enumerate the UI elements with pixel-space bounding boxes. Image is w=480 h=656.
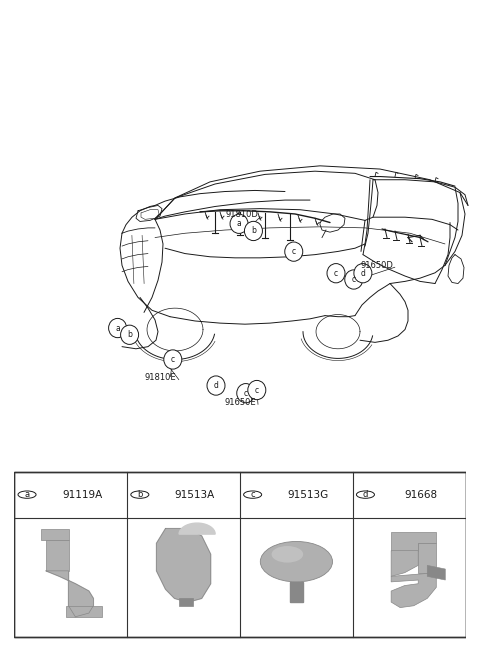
Text: d: d bbox=[363, 490, 368, 499]
Text: b: b bbox=[137, 490, 143, 499]
Text: 91810D: 91810D bbox=[226, 211, 259, 219]
Polygon shape bbox=[391, 573, 436, 607]
Circle shape bbox=[18, 491, 36, 499]
Text: c: c bbox=[255, 386, 259, 394]
Circle shape bbox=[327, 264, 345, 283]
Circle shape bbox=[120, 325, 139, 344]
Circle shape bbox=[131, 491, 149, 499]
Text: c: c bbox=[244, 389, 248, 398]
Text: 91513A: 91513A bbox=[175, 489, 215, 500]
Polygon shape bbox=[289, 582, 303, 602]
Text: c: c bbox=[251, 490, 255, 499]
Circle shape bbox=[285, 242, 303, 261]
Text: c: c bbox=[334, 269, 338, 277]
Text: 91668: 91668 bbox=[404, 489, 437, 500]
Circle shape bbox=[357, 491, 374, 499]
Circle shape bbox=[164, 350, 182, 369]
Text: a: a bbox=[115, 323, 120, 333]
Polygon shape bbox=[179, 523, 215, 534]
Circle shape bbox=[230, 214, 248, 234]
Circle shape bbox=[354, 264, 372, 283]
Text: 91650E: 91650E bbox=[224, 398, 256, 407]
Text: a: a bbox=[237, 219, 241, 228]
Circle shape bbox=[244, 491, 262, 499]
Polygon shape bbox=[391, 550, 418, 577]
Polygon shape bbox=[46, 571, 93, 617]
Circle shape bbox=[345, 270, 363, 289]
Circle shape bbox=[108, 318, 127, 338]
Polygon shape bbox=[66, 605, 102, 617]
Text: b: b bbox=[127, 330, 132, 339]
Polygon shape bbox=[427, 565, 445, 580]
Ellipse shape bbox=[260, 541, 333, 582]
Polygon shape bbox=[391, 532, 436, 550]
Text: b: b bbox=[251, 226, 256, 236]
Circle shape bbox=[248, 380, 266, 400]
Ellipse shape bbox=[272, 546, 303, 563]
Text: d: d bbox=[360, 269, 365, 277]
Polygon shape bbox=[418, 543, 436, 573]
Polygon shape bbox=[179, 598, 192, 605]
Text: c: c bbox=[352, 275, 356, 284]
Text: 91650D: 91650D bbox=[360, 260, 393, 270]
Circle shape bbox=[244, 221, 263, 241]
Text: 91513G: 91513G bbox=[287, 489, 328, 500]
FancyBboxPatch shape bbox=[14, 472, 466, 637]
Text: 91119A: 91119A bbox=[62, 489, 102, 500]
Polygon shape bbox=[41, 529, 69, 540]
Text: a: a bbox=[24, 490, 30, 499]
Polygon shape bbox=[46, 540, 69, 571]
Circle shape bbox=[237, 384, 255, 403]
Circle shape bbox=[207, 376, 225, 395]
Text: d: d bbox=[214, 381, 218, 390]
Text: c: c bbox=[292, 247, 296, 256]
Polygon shape bbox=[156, 529, 211, 602]
Text: c: c bbox=[171, 355, 175, 364]
Text: 91810E: 91810E bbox=[145, 373, 177, 382]
